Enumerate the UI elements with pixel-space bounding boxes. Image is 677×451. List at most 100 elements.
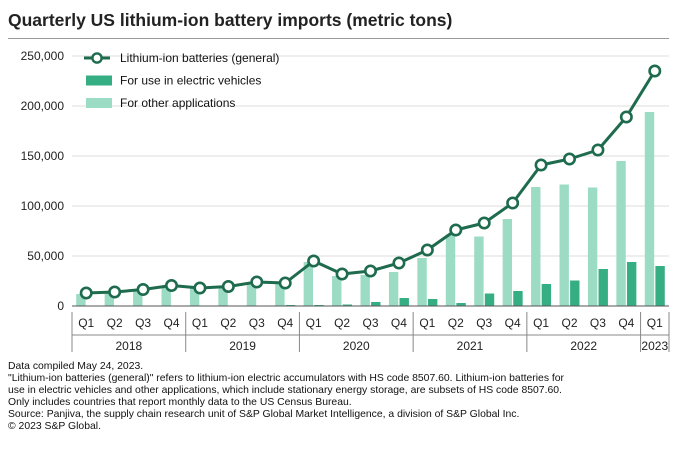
legend-label: Lithium-ion batteries (general): [120, 51, 279, 65]
note-line: "Lithium-ion batteries (general)" refers…: [8, 372, 565, 384]
x-axis: Q1 Q2 Q3 Q4 Q1 Q2 Q3 Q4 Q1 Q2 Q3 Q4 Q1 Q2 Q3 Q4 Q1 Q2 Q3 Q4…: [71, 312, 670, 353]
total-line-marker: [221, 280, 235, 294]
bar-other-applications: [133, 290, 143, 306]
x-tick-label: Q1: [647, 316, 663, 330]
bar-electric-vehicles: [541, 284, 552, 306]
year-label: 2022: [570, 339, 597, 353]
bar-other-applications: [559, 184, 569, 306]
bar-other-applications: [587, 187, 598, 306]
bar-other-applications: [616, 161, 626, 306]
total-line-marker: [108, 285, 122, 299]
x-tick-label: Q1: [419, 316, 435, 330]
legend-bar-swatch: [86, 98, 112, 108]
bar-other-applications: [161, 286, 171, 306]
bar-other-applications: [76, 294, 86, 306]
bar-other-applications: [189, 288, 200, 306]
x-tick-label: Q4: [391, 316, 407, 330]
bar-other-applications: [388, 272, 399, 306]
gridlines: [72, 55, 669, 257]
bar-electric-vehicles: [626, 262, 637, 306]
x-tick-label: Q2: [561, 316, 577, 330]
total-line-marker: [562, 152, 576, 166]
x-tick-label: Q1: [78, 316, 94, 330]
bar-other-applications: [332, 276, 342, 306]
x-tick-label: Q2: [448, 316, 464, 330]
total-line-marker: [534, 158, 548, 172]
x-tick-label: Q3: [362, 316, 378, 330]
total-line-marker: [506, 196, 520, 210]
total-line-marker: [335, 267, 349, 281]
x-tick-label: Q1: [533, 316, 549, 330]
note-line: Only includes countries that report mont…: [8, 396, 352, 408]
bar-other-applications: [303, 262, 314, 306]
total-line-marker: [363, 264, 377, 278]
year-label: 2021: [457, 339, 484, 353]
legend: Lithium-ion batteries (general) For use i…: [84, 51, 279, 110]
bar-electric-vehicles: [513, 291, 523, 306]
legend-bar-swatch: [86, 75, 112, 86]
legend-marker-swatch: [91, 52, 103, 64]
chart-title: Quarterly US lithium-ion battery imports…: [8, 10, 453, 30]
battery-imports-chart: 0 50,000 100,000 150,000 200,000 250,000 Q1 Q2…: [21, 49, 670, 353]
total-line-marker: [307, 254, 321, 268]
total-line-marker: [79, 286, 93, 300]
bar-other-applications: [246, 282, 257, 306]
note-line: Source: Panjiva, the supply chain resear…: [8, 408, 520, 420]
bar-other-applications: [531, 187, 541, 306]
total-line-marker: [420, 243, 434, 257]
year-label: 2023: [641, 339, 668, 353]
total-line-marker: [136, 283, 150, 297]
y-tick-label: 200,000: [21, 99, 65, 113]
bar-electric-vehicles: [655, 266, 665, 306]
x-tick-label: Q3: [249, 316, 265, 330]
bar-other-applications: [502, 219, 513, 306]
x-tick-label: Q4: [618, 316, 634, 330]
total-line-marker: [193, 281, 207, 295]
total-line-marker: [477, 216, 491, 230]
x-tick-label: Q2: [334, 316, 350, 330]
x-tick-label: Q4: [277, 316, 293, 330]
total-line-series: [79, 64, 662, 300]
bar-electric-vehicles: [371, 302, 381, 306]
bar-other-applications: [218, 287, 228, 306]
bars: [76, 112, 665, 306]
y-tick-label: 150,000: [21, 149, 65, 163]
title-divider: [8, 38, 669, 39]
legend-label: For other applications: [120, 96, 235, 110]
bar-other-applications: [417, 258, 427, 306]
bar-electric-vehicles: [399, 298, 409, 306]
y-tick-label: 100,000: [21, 199, 65, 213]
total-line-marker: [449, 223, 463, 237]
y-tick-label: 50,000: [27, 249, 64, 263]
x-tick-label: Q4: [505, 316, 521, 330]
legend-label: For use in electric vehicles: [120, 74, 261, 88]
total-line-marker: [619, 110, 633, 124]
bar-other-applications: [275, 284, 285, 306]
footnotes: Data compiled May 24, 2023. "Lithium-ion…: [8, 361, 670, 432]
x-tick-label: Q1: [192, 316, 208, 330]
total-line-marker: [278, 276, 292, 290]
bar-electric-vehicles: [570, 280, 580, 306]
total-line-marker: [165, 279, 179, 293]
bar-electric-vehicles: [427, 299, 438, 306]
y-tick-label: 250,000: [21, 49, 65, 63]
x-tick-label: Q3: [135, 316, 151, 330]
y-axis-ticks: 0 50,000 100,000 150,000 200,000 250,000: [21, 49, 65, 313]
total-line-marker: [648, 64, 662, 78]
total-line-marker: [591, 143, 605, 157]
y-tick-label: 0: [57, 299, 64, 313]
bar-electric-vehicles: [598, 269, 608, 306]
total-line-marker: [250, 275, 264, 289]
x-tick-label: Q2: [107, 316, 123, 330]
bar-other-applications: [360, 275, 370, 306]
x-tick-label: Q3: [590, 316, 606, 330]
x-tick-label: Q3: [476, 316, 492, 330]
year-label: 2020: [343, 339, 370, 353]
year-label: 2019: [229, 339, 256, 353]
x-tick-label: Q2: [220, 316, 236, 330]
bar-electric-vehicles: [456, 303, 466, 306]
note-line: use in electric vehicles and other appli…: [8, 384, 562, 396]
x-tick-label: Q4: [163, 316, 179, 330]
bar-electric-vehicles: [342, 304, 353, 306]
bar-other-applications: [445, 235, 456, 306]
